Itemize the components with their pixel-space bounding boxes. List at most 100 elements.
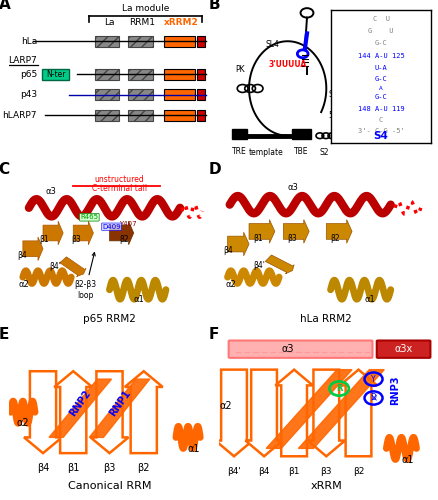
Text: S4: S4 [374,131,389,141]
Text: α1: α1 [188,444,200,454]
Text: Canonical RRM: Canonical RRM [68,481,151,491]
FancyArrow shape [110,221,134,245]
Text: LARP7: LARP7 [8,56,37,64]
FancyBboxPatch shape [127,69,153,80]
Text: C  U: C U [373,16,389,22]
FancyBboxPatch shape [164,69,195,80]
Text: β2: β2 [138,462,150,472]
FancyArrow shape [23,237,43,260]
Text: β3: β3 [287,234,297,243]
Text: p43: p43 [20,90,37,100]
Polygon shape [298,370,384,448]
Text: 5': 5' [328,111,336,120]
Text: S1: S1 [328,90,338,100]
Text: β4': β4' [227,468,241,476]
FancyArrow shape [73,221,93,245]
Text: template: template [249,148,283,158]
Text: La module: La module [122,4,170,13]
Text: G-C: G-C [374,40,388,46]
Text: hLARP7: hLARP7 [3,111,37,120]
FancyBboxPatch shape [164,36,195,46]
Text: β2: β2 [353,468,364,476]
FancyArrow shape [24,371,62,453]
Text: xRRM: xRRM [311,481,342,491]
Text: β4: β4 [17,251,27,260]
Text: β3: β3 [71,236,81,244]
Text: 144 A-U 125: 144 A-U 125 [358,54,404,60]
Text: N-ter: N-ter [46,70,65,79]
FancyArrow shape [245,370,283,456]
Text: E: E [0,327,9,342]
Text: ×: × [370,393,378,403]
Text: α1: α1 [402,454,414,464]
Text: β2: β2 [120,236,129,244]
Polygon shape [266,370,352,448]
Text: La: La [104,18,115,27]
FancyArrow shape [43,221,63,245]
Text: TRE: TRE [232,147,247,156]
FancyBboxPatch shape [127,36,153,46]
Text: Y407: Y407 [119,220,137,226]
Polygon shape [89,379,150,438]
Text: 148 A-U 119: 148 A-U 119 [358,106,404,112]
Text: β4: β4 [258,468,270,476]
FancyArrow shape [54,371,92,453]
Text: RNP3: RNP3 [390,376,400,405]
Text: α3: α3 [282,344,294,354]
Text: β1: β1 [39,236,49,244]
FancyArrow shape [265,255,294,274]
Text: β4': β4' [49,262,61,271]
FancyBboxPatch shape [197,69,205,80]
Text: TBE: TBE [294,147,309,156]
FancyBboxPatch shape [229,340,372,358]
Text: α2: α2 [19,280,30,288]
FancyArrow shape [326,220,352,243]
Text: A: A [379,86,383,90]
Text: hLa: hLa [21,36,37,46]
Text: PK: PK [236,66,245,74]
Text: α3x: α3x [395,344,413,354]
Text: β4: β4 [223,246,233,256]
Text: β4': β4' [253,260,265,270]
FancyBboxPatch shape [95,90,119,101]
FancyArrow shape [276,370,313,456]
FancyArrow shape [228,232,249,256]
FancyBboxPatch shape [197,36,205,46]
Text: 3'- C-G -5': 3'- C-G -5' [358,128,404,134]
FancyArrow shape [125,371,163,453]
Text: α2: α2 [219,401,232,411]
Text: D409: D409 [102,224,121,230]
Text: R: R [336,384,343,393]
Text: G-C: G-C [374,76,388,82]
Text: U-A: U-A [374,66,388,71]
Text: α1: α1 [365,296,376,304]
FancyBboxPatch shape [127,90,153,101]
FancyBboxPatch shape [292,130,311,139]
FancyArrow shape [249,220,275,243]
Text: β1: β1 [253,234,262,243]
Text: Y: Y [371,374,376,384]
FancyArrow shape [283,220,309,243]
Text: β2-β3
loop: β2-β3 loop [74,252,96,300]
Text: C: C [0,162,10,177]
Text: β3: β3 [321,468,332,476]
Text: F: F [208,327,219,342]
Text: R465: R465 [80,214,99,220]
Text: C: C [379,117,383,123]
Text: xRRM2: xRRM2 [164,18,198,27]
FancyBboxPatch shape [232,130,247,139]
Text: α3: α3 [288,184,299,192]
Text: G    U: G U [368,28,394,34]
Text: α2: α2 [17,418,29,428]
Text: α2: α2 [226,280,236,288]
FancyBboxPatch shape [164,90,195,101]
Text: S2: S2 [319,148,329,158]
Text: 3'UUUUA: 3'UUUUA [268,60,307,70]
Text: B: B [208,0,220,12]
FancyBboxPatch shape [127,110,153,121]
Text: β1: β1 [67,462,79,472]
FancyBboxPatch shape [95,69,119,80]
Text: β1: β1 [288,468,300,476]
Text: β4: β4 [37,462,49,472]
FancyBboxPatch shape [95,110,119,121]
